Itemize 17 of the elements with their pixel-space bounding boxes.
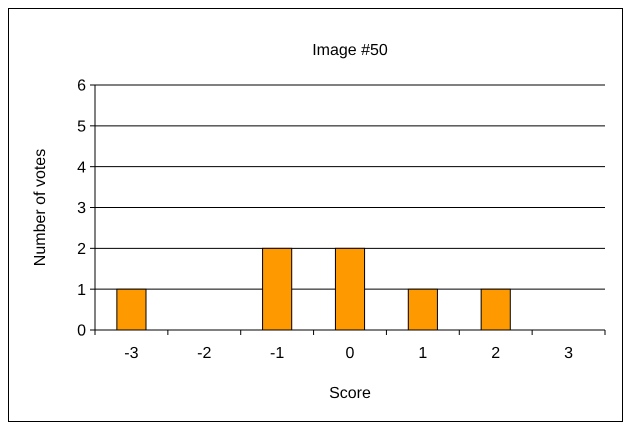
y-tick-label: 4 <box>77 159 86 176</box>
y-tick-label: 2 <box>77 240 86 258</box>
x-tick-label: 3 <box>564 345 574 362</box>
y-tick-label: 3 <box>77 200 86 218</box>
y-tick-label: 5 <box>77 118 86 136</box>
chart-title: Image #50 <box>312 42 388 59</box>
x-tick-label: 1 <box>418 345 428 362</box>
x-tick-label: -2 <box>197 345 212 362</box>
x-axis-title: Score <box>329 385 371 402</box>
y-tick-label: 6 <box>77 78 86 95</box>
x-tick-label: -3 <box>124 345 139 362</box>
y-tick-label: 0 <box>77 322 86 340</box>
x-tick-label: 2 <box>491 345 500 362</box>
y-tick-label: 1 <box>77 282 86 299</box>
x-tick-label: -1 <box>270 345 284 362</box>
x-tick-label: 0 <box>346 345 355 362</box>
y-axis-title: Number of votes <box>32 148 49 266</box>
